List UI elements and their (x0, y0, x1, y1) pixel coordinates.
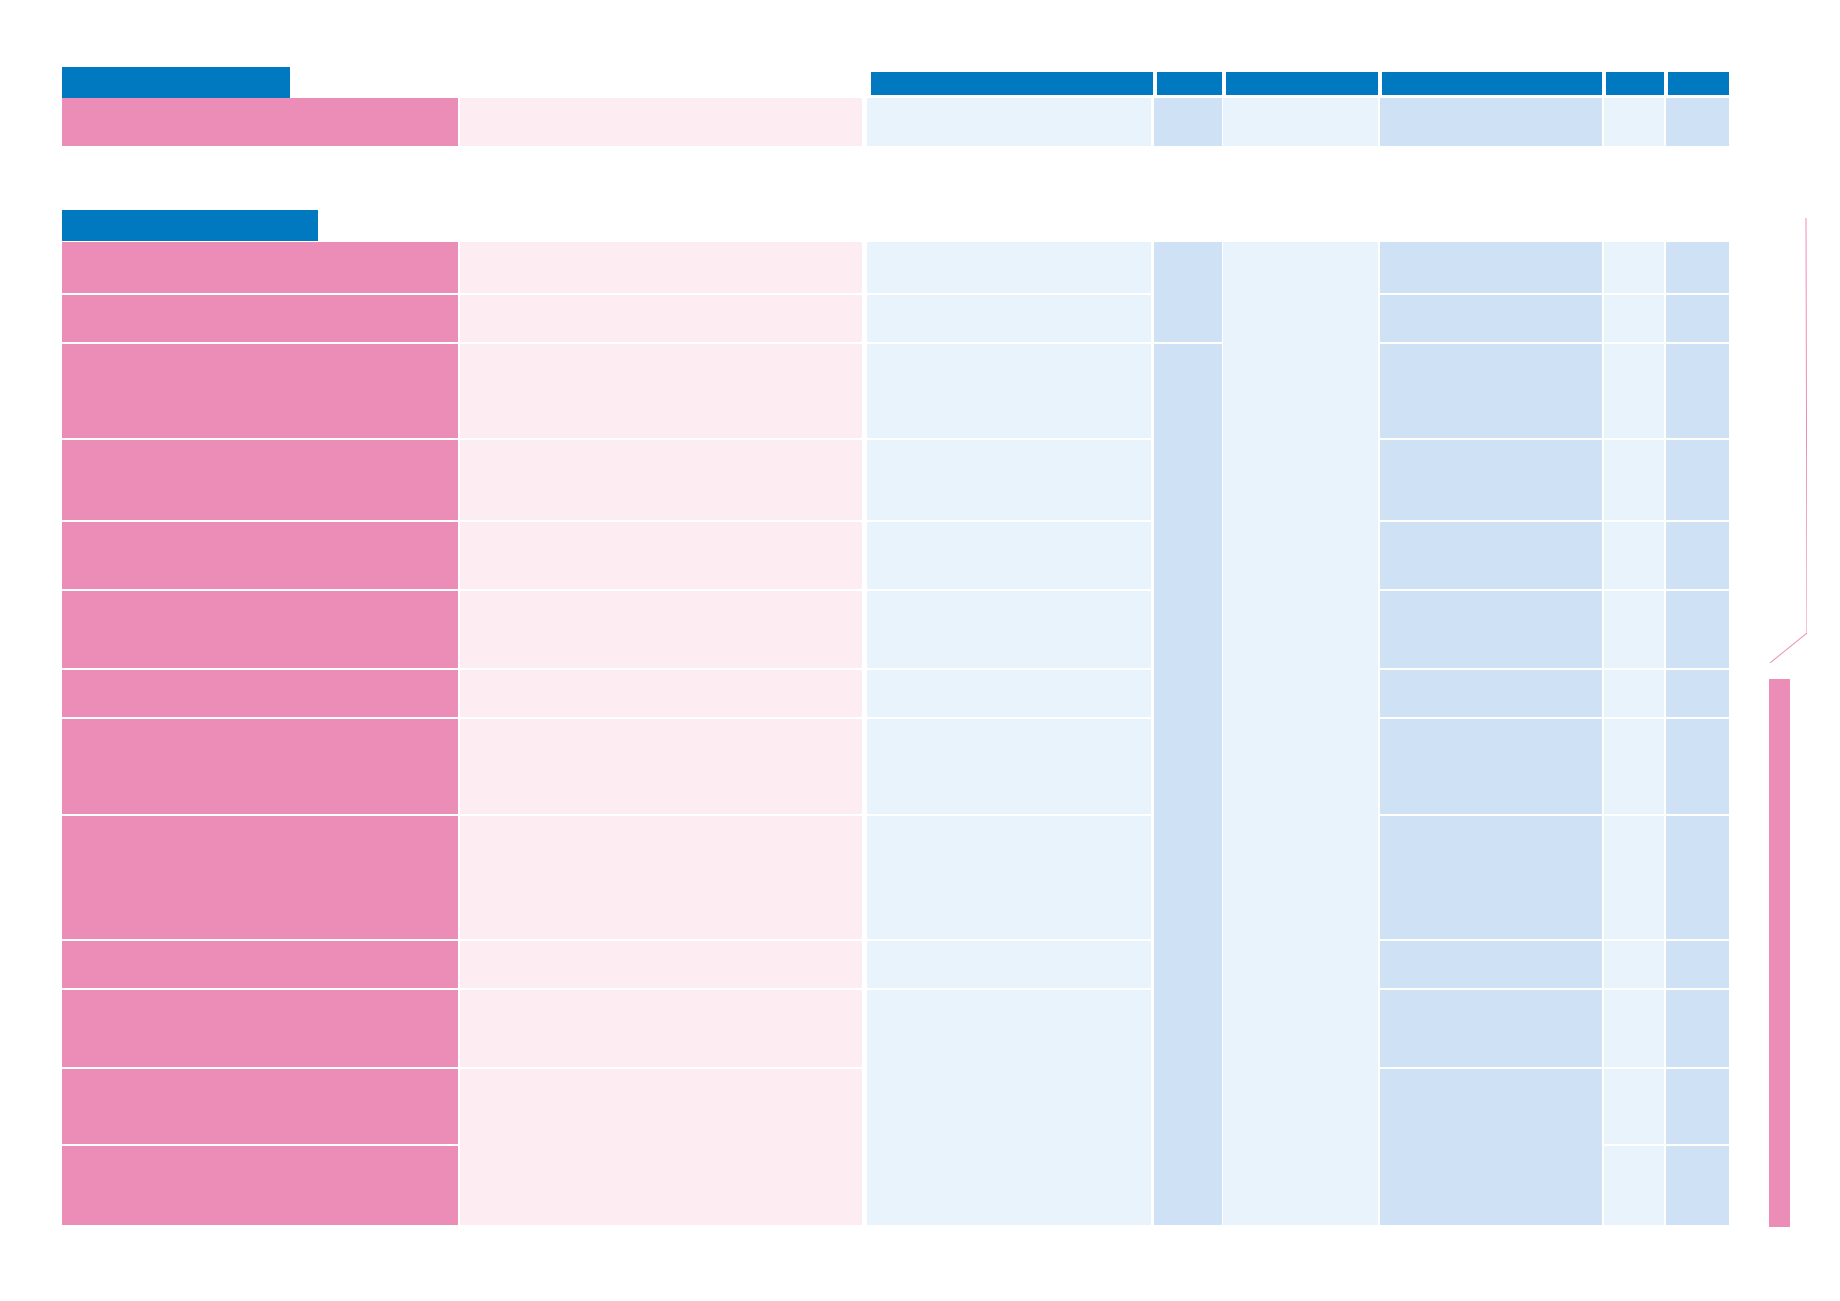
section-2-cell-col-1-12 (62, 1069, 458, 1144)
section-2-cell-col-8-4 (1666, 440, 1729, 520)
section-2-cell-col-1-5 (62, 522, 458, 589)
section-1-cell-col-7 (1604, 98, 1664, 146)
column-header-5 (1606, 72, 1664, 95)
section-2-cell-col-6-5 (1380, 522, 1602, 589)
section-2-cell-col-1-2 (62, 295, 458, 342)
section-2-cell-col-6-9 (1380, 816, 1602, 939)
section-2-cell-col-6-6 (1380, 591, 1602, 668)
column-header-1 (871, 72, 1153, 95)
section-2-cell-col-7-1 (1604, 242, 1664, 293)
section-2-cell-col-7-11 (1604, 990, 1664, 1067)
side-bracket-line (1769, 218, 1807, 663)
section-2-cell-col-8-9 (1666, 816, 1729, 939)
column-header-6 (1668, 72, 1729, 95)
section-2-cell-col-2-6 (460, 591, 862, 668)
section-2-cell-col-8-10 (1666, 941, 1729, 988)
section-2-cell-col-3-10 (867, 941, 1151, 988)
section-2-cell-col-2-1 (460, 242, 862, 293)
column-header-2 (1157, 72, 1222, 95)
section-2-cell-col-8-11 (1666, 990, 1729, 1067)
section-2-cell-col-7-2 (1604, 295, 1664, 342)
section-1-cell-col-8 (1666, 98, 1729, 146)
section-2-cell-col-6-4 (1380, 440, 1602, 520)
side-tab-bar (1769, 679, 1790, 1227)
section-2-cell-col-8-2 (1666, 295, 1729, 342)
section-2-cell-col-6-10 (1380, 941, 1602, 988)
section-1-cell-col-6 (1380, 98, 1602, 146)
section-2-cell-col-8-3 (1666, 344, 1729, 438)
section-2-cell-col-6-11 (1380, 990, 1602, 1067)
section-2-cell-col-6-8 (1380, 719, 1602, 814)
section-2-cell-col-6-12 (1380, 1069, 1602, 1225)
section-2-cell-col-3-1 (867, 242, 1151, 293)
section-1-cell-col-2 (460, 98, 862, 146)
section-2-cell-col-3-4 (867, 440, 1151, 520)
section-2-cell-col-8-13 (1666, 1146, 1729, 1225)
section-2-cell-col-7-7 (1604, 670, 1664, 717)
section-2-cell-col-3-6 (867, 591, 1151, 668)
section-2-cell-col-1-13 (62, 1146, 458, 1225)
section-1-cell-col-5 (1223, 98, 1378, 146)
section-2-cell-col-2-7 (460, 670, 862, 717)
section-2-cell-col-7-12 (1604, 1069, 1664, 1144)
section-2-cell-col-2-12 (460, 1069, 862, 1225)
column-header-3 (1226, 72, 1378, 95)
section-2-tab-label (62, 210, 318, 241)
section-2-cell-col-3-11 (867, 990, 1151, 1225)
section-2-cell-col-2-10 (460, 941, 862, 988)
section-2-cell-col-2-2 (460, 295, 862, 342)
section-2-cell-col-8-6 (1666, 591, 1729, 668)
section-2-cell-col-4-1 (1154, 242, 1222, 342)
section-2-cell-col-7-4 (1604, 440, 1664, 520)
section-2-cell-col-3-7 (867, 670, 1151, 717)
section-2-cell-col-5-1 (1223, 242, 1378, 1225)
section-2-cell-col-4-2 (1154, 344, 1222, 1225)
section-1-cell-col-1 (62, 98, 458, 146)
section-2-cell-col-1-8 (62, 719, 458, 814)
section-2-cell-col-7-3 (1604, 344, 1664, 438)
section-1-cell-col-4 (1154, 98, 1222, 146)
section-1-tab-label (62, 67, 290, 98)
section-2-cell-col-8-7 (1666, 670, 1729, 717)
section-2-cell-col-6-3 (1380, 344, 1602, 438)
section-2-cell-col-3-9 (867, 816, 1151, 939)
section-2-cell-col-2-8 (460, 719, 862, 814)
section-2-cell-col-2-9 (460, 816, 862, 939)
section-2-cell-col-7-5 (1604, 522, 1664, 589)
section-2-cell-col-7-8 (1604, 719, 1664, 814)
section-2-cell-col-2-4 (460, 440, 862, 520)
section-2-cell-col-8-8 (1666, 719, 1729, 814)
section-2-cell-col-2-11 (460, 990, 862, 1067)
section-2-cell-col-6-7 (1380, 670, 1602, 717)
section-1-cell-col-3 (867, 98, 1151, 146)
section-2-cell-col-3-8 (867, 719, 1151, 814)
section-2-cell-col-3-5 (867, 522, 1151, 589)
section-2-cell-col-3-2 (867, 295, 1151, 342)
section-2-cell-col-7-6 (1604, 591, 1664, 668)
section-2-cell-col-8-1 (1666, 242, 1729, 293)
section-2-cell-col-7-10 (1604, 941, 1664, 988)
section-2-cell-col-1-9 (62, 816, 458, 939)
section-2-cell-col-7-9 (1604, 816, 1664, 939)
column-header-4 (1382, 72, 1602, 95)
section-2-cell-col-1-4 (62, 440, 458, 520)
section-2-cell-col-1-6 (62, 591, 458, 668)
section-2-cell-col-1-3 (62, 344, 458, 438)
section-2-cell-col-7-13 (1604, 1146, 1664, 1225)
section-2-cell-col-2-5 (460, 522, 862, 589)
section-2-cell-col-6-2 (1380, 295, 1602, 342)
section-2-cell-col-1-1 (62, 242, 458, 293)
section-2-cell-col-3-3 (867, 344, 1151, 438)
section-2-cell-col-8-12 (1666, 1069, 1729, 1144)
section-2-cell-col-1-11 (62, 990, 458, 1067)
section-2-cell-col-2-3 (460, 344, 862, 438)
section-2-cell-col-6-1 (1380, 242, 1602, 293)
section-2-cell-col-1-7 (62, 670, 458, 717)
section-2-cell-col-8-5 (1666, 522, 1729, 589)
section-2-cell-col-1-10 (62, 941, 458, 988)
